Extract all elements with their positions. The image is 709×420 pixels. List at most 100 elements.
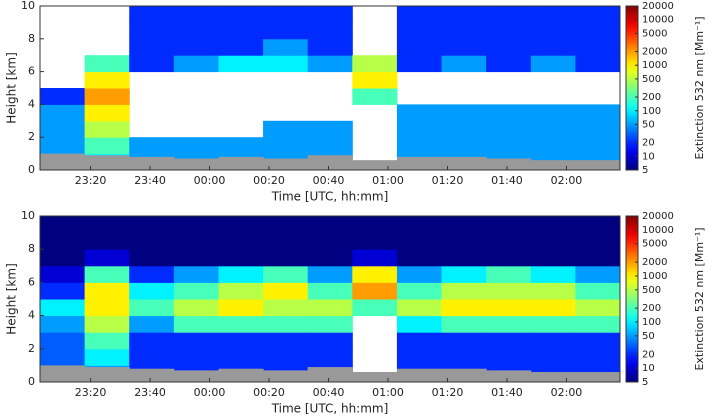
cell [218,315,264,333]
cell [84,265,130,283]
y-tick-label: 0 [28,375,35,388]
terrain [486,370,532,382]
colorbar-tick-label: 10 [642,363,655,374]
cell [173,315,219,333]
cell [575,120,621,138]
cell [129,38,175,56]
cell [396,22,443,40]
cell [530,265,576,283]
cell [441,6,487,23]
x-tick-label: 01:00 [372,174,404,187]
terrain [352,372,398,382]
cell [263,137,309,155]
cell [263,22,309,40]
colorbar-tick-label: 2000 [642,257,667,268]
colorbar-tick-label: 1000 [642,271,667,282]
cell [40,348,86,366]
colorbar-tick-label: 50 [642,119,655,130]
cell [575,216,621,234]
cell [218,22,264,40]
cell [129,282,175,300]
x-axis-label: Time [UTC, hh:mm] [271,190,389,204]
cell [530,137,576,155]
terrain [173,370,219,382]
cell [218,137,264,155]
x-tick-label: 00:40 [313,386,345,399]
cell [352,88,398,105]
colorbar [625,215,639,383]
cell [441,55,487,73]
cell [218,282,264,300]
x-tick-label: 01:20 [432,174,464,187]
cell [530,232,576,250]
cell [84,71,130,89]
cell [263,120,309,138]
cell [263,6,309,23]
cell [441,104,487,122]
y-tick-label: 4 [28,97,35,110]
cell [575,249,621,267]
cell [396,348,443,366]
cell [40,232,86,250]
cell [486,282,532,300]
cell [263,249,309,267]
x-tick-label: 23:20 [75,386,107,399]
y-tick-label: 8 [28,242,35,255]
cell [218,348,264,366]
terrain [84,367,130,382]
cell [84,104,130,122]
cell [352,265,398,283]
x-tick-label: 02:00 [551,386,583,399]
colorbar-tick-label: 10000 [642,15,674,26]
cell [486,38,532,56]
cell [40,299,86,317]
cell [575,22,621,40]
cell [441,232,487,250]
terrain [84,155,130,170]
cell [441,137,487,155]
cell [396,332,443,350]
cell [486,137,532,155]
plot-frame [39,5,621,171]
cell [173,216,219,234]
cell [575,315,621,333]
cell [218,216,264,234]
terrain [173,158,219,170]
colorbar-tick-label: 20 [642,138,655,149]
cell [307,55,353,73]
x-tick-label: 23:20 [75,174,107,187]
cell [352,55,398,73]
plot-frame [39,215,621,383]
cell [307,216,353,234]
cell [396,55,443,73]
cell [263,55,309,73]
cell [129,22,175,40]
terrain [352,160,398,170]
terrain [263,370,309,382]
cell [352,71,398,89]
cell [396,38,443,56]
cell [218,249,264,267]
cell [84,137,130,155]
cell [218,232,264,250]
cell [441,315,487,333]
x-axis-label: Time [UTC, hh:mm] [271,402,389,416]
terrain [530,372,576,382]
cell [396,249,443,267]
y-tick-label: 6 [28,65,35,78]
cell [486,348,532,366]
cell [486,55,532,73]
cell [40,315,86,333]
cell [530,6,576,23]
cell [486,265,532,283]
cell [396,232,443,250]
terrain [129,156,175,170]
colorbar-label: Extinction 532 nm [Mm⁻¹] [693,227,706,370]
cell [40,282,86,300]
cell [40,88,86,105]
cell [218,265,264,283]
cell [486,315,532,333]
cell [396,299,443,317]
cell [173,137,219,155]
colorbar-tick-label: 1000 [642,60,667,71]
